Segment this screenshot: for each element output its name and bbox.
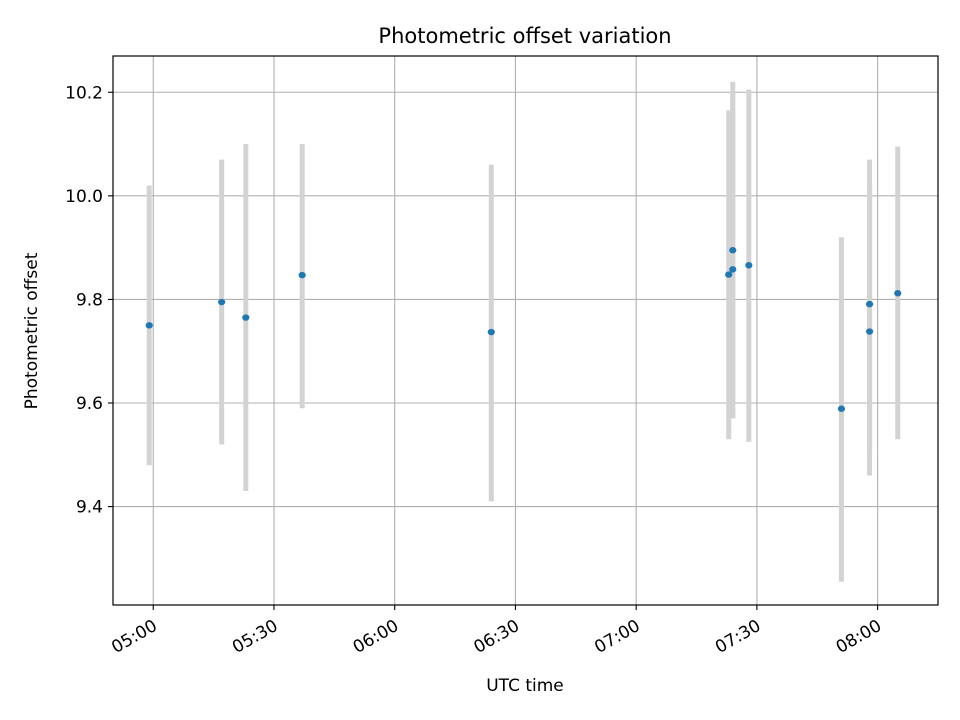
y-tick-label: 9.4 [76,498,103,518]
grid-lines [113,56,938,605]
x-axis-label: UTC time [486,676,564,696]
y-tick-label: 10.2 [65,83,103,103]
plot-frame [112,55,939,606]
data-point [145,322,153,329]
y-tick-label: 10.0 [65,187,103,207]
data-point [242,314,250,321]
data-point [298,271,306,279]
y-tick-label: 9.6 [76,394,103,414]
data-point [745,262,753,269]
chart-title: Photometric offset variation [378,24,671,48]
data-point [894,290,902,297]
data-point [729,247,737,254]
y-axis-label: Photometric offset [22,252,42,409]
y-tick-label: 9.8 [76,290,103,310]
data-point [865,328,874,335]
data-point [865,300,874,308]
data-point [837,405,846,412]
data-point [218,298,226,306]
data-points [145,247,902,412]
data-point [729,266,737,273]
data-point [725,271,733,278]
data-point [487,328,495,336]
